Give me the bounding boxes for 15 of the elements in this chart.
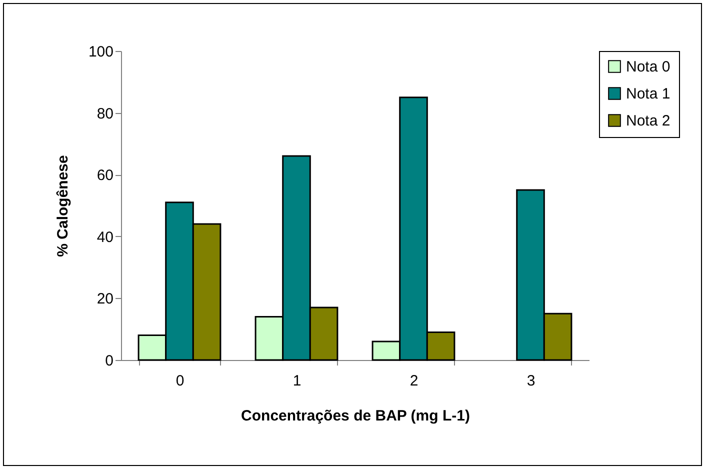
x-tick-label: 2: [410, 372, 418, 390]
legend-label: Nota 2: [626, 112, 670, 130]
y-tick-label: 20: [96, 290, 114, 308]
y-tick-label: 100: [88, 44, 114, 60]
x-tick-label: 0: [176, 372, 184, 390]
y-tick-label: 60: [96, 167, 114, 184]
legend-label: Nota 0: [626, 58, 670, 76]
y-tick-label: 40: [96, 228, 114, 246]
y-axis-title: % Calogênese: [54, 155, 72, 257]
x-axis-title: Concentrações de BAP (mg L-1): [241, 408, 470, 424]
y-tick-label: 0: [105, 352, 114, 370]
x-tick-label: 1: [292, 372, 302, 390]
y-tick-label: 80: [96, 105, 114, 122]
legend-label: Nota 1: [626, 86, 670, 102]
x-tick-label: 3: [526, 372, 536, 390]
